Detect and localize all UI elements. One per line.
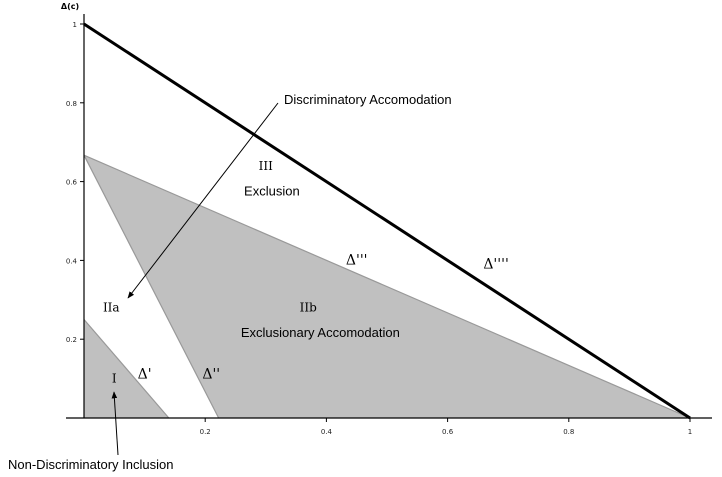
y-tick-label: 0.4 [66,257,78,265]
line-label-1: Δ' [138,367,152,383]
annotation-arrow-non-discriminatory [111,391,119,456]
x-tick-label: 0.2 [200,428,211,436]
y-tick-label: 1 [73,21,77,29]
boundary-line-4 [83,22,691,420]
y-axis-label: Δ(c) [61,2,79,11]
region-label-IIb: Exclusionary Accomodation [241,325,400,340]
region-numeral-IIb: IIb [300,301,317,315]
region-numeral-I: I [112,372,117,386]
boundary-line-3 [83,154,691,419]
y-tick-label: 0.8 [66,100,77,108]
annotation-discriminatory-accomodation: Discriminatory Accomodation [284,92,452,107]
boundary-line-1 [83,319,170,419]
region-label-III: Exclusion [244,183,300,198]
region-numeral-III: III [259,159,273,173]
y-tick-label: 0.2 [66,336,77,344]
x-tick-label: 0.8 [563,428,574,436]
boundary-line-2 [83,154,220,419]
x-tick-label: 1 [688,428,692,436]
annotation-arrow-discriminatory [127,102,279,299]
annotation-non-discriminatory-inclusion: Non-Discriminatory Inclusion [8,457,173,472]
line-label-2: Δ'' [202,367,220,383]
line-label-4: Δ'''' [483,256,509,272]
region-numeral-IIa: IIa [103,301,120,315]
x-tick-label: 0.4 [321,428,333,436]
x-tick-label: 0.6 [442,428,454,436]
line-label-3: Δ''' [346,252,368,268]
y-tick-label: 0.6 [66,179,78,187]
